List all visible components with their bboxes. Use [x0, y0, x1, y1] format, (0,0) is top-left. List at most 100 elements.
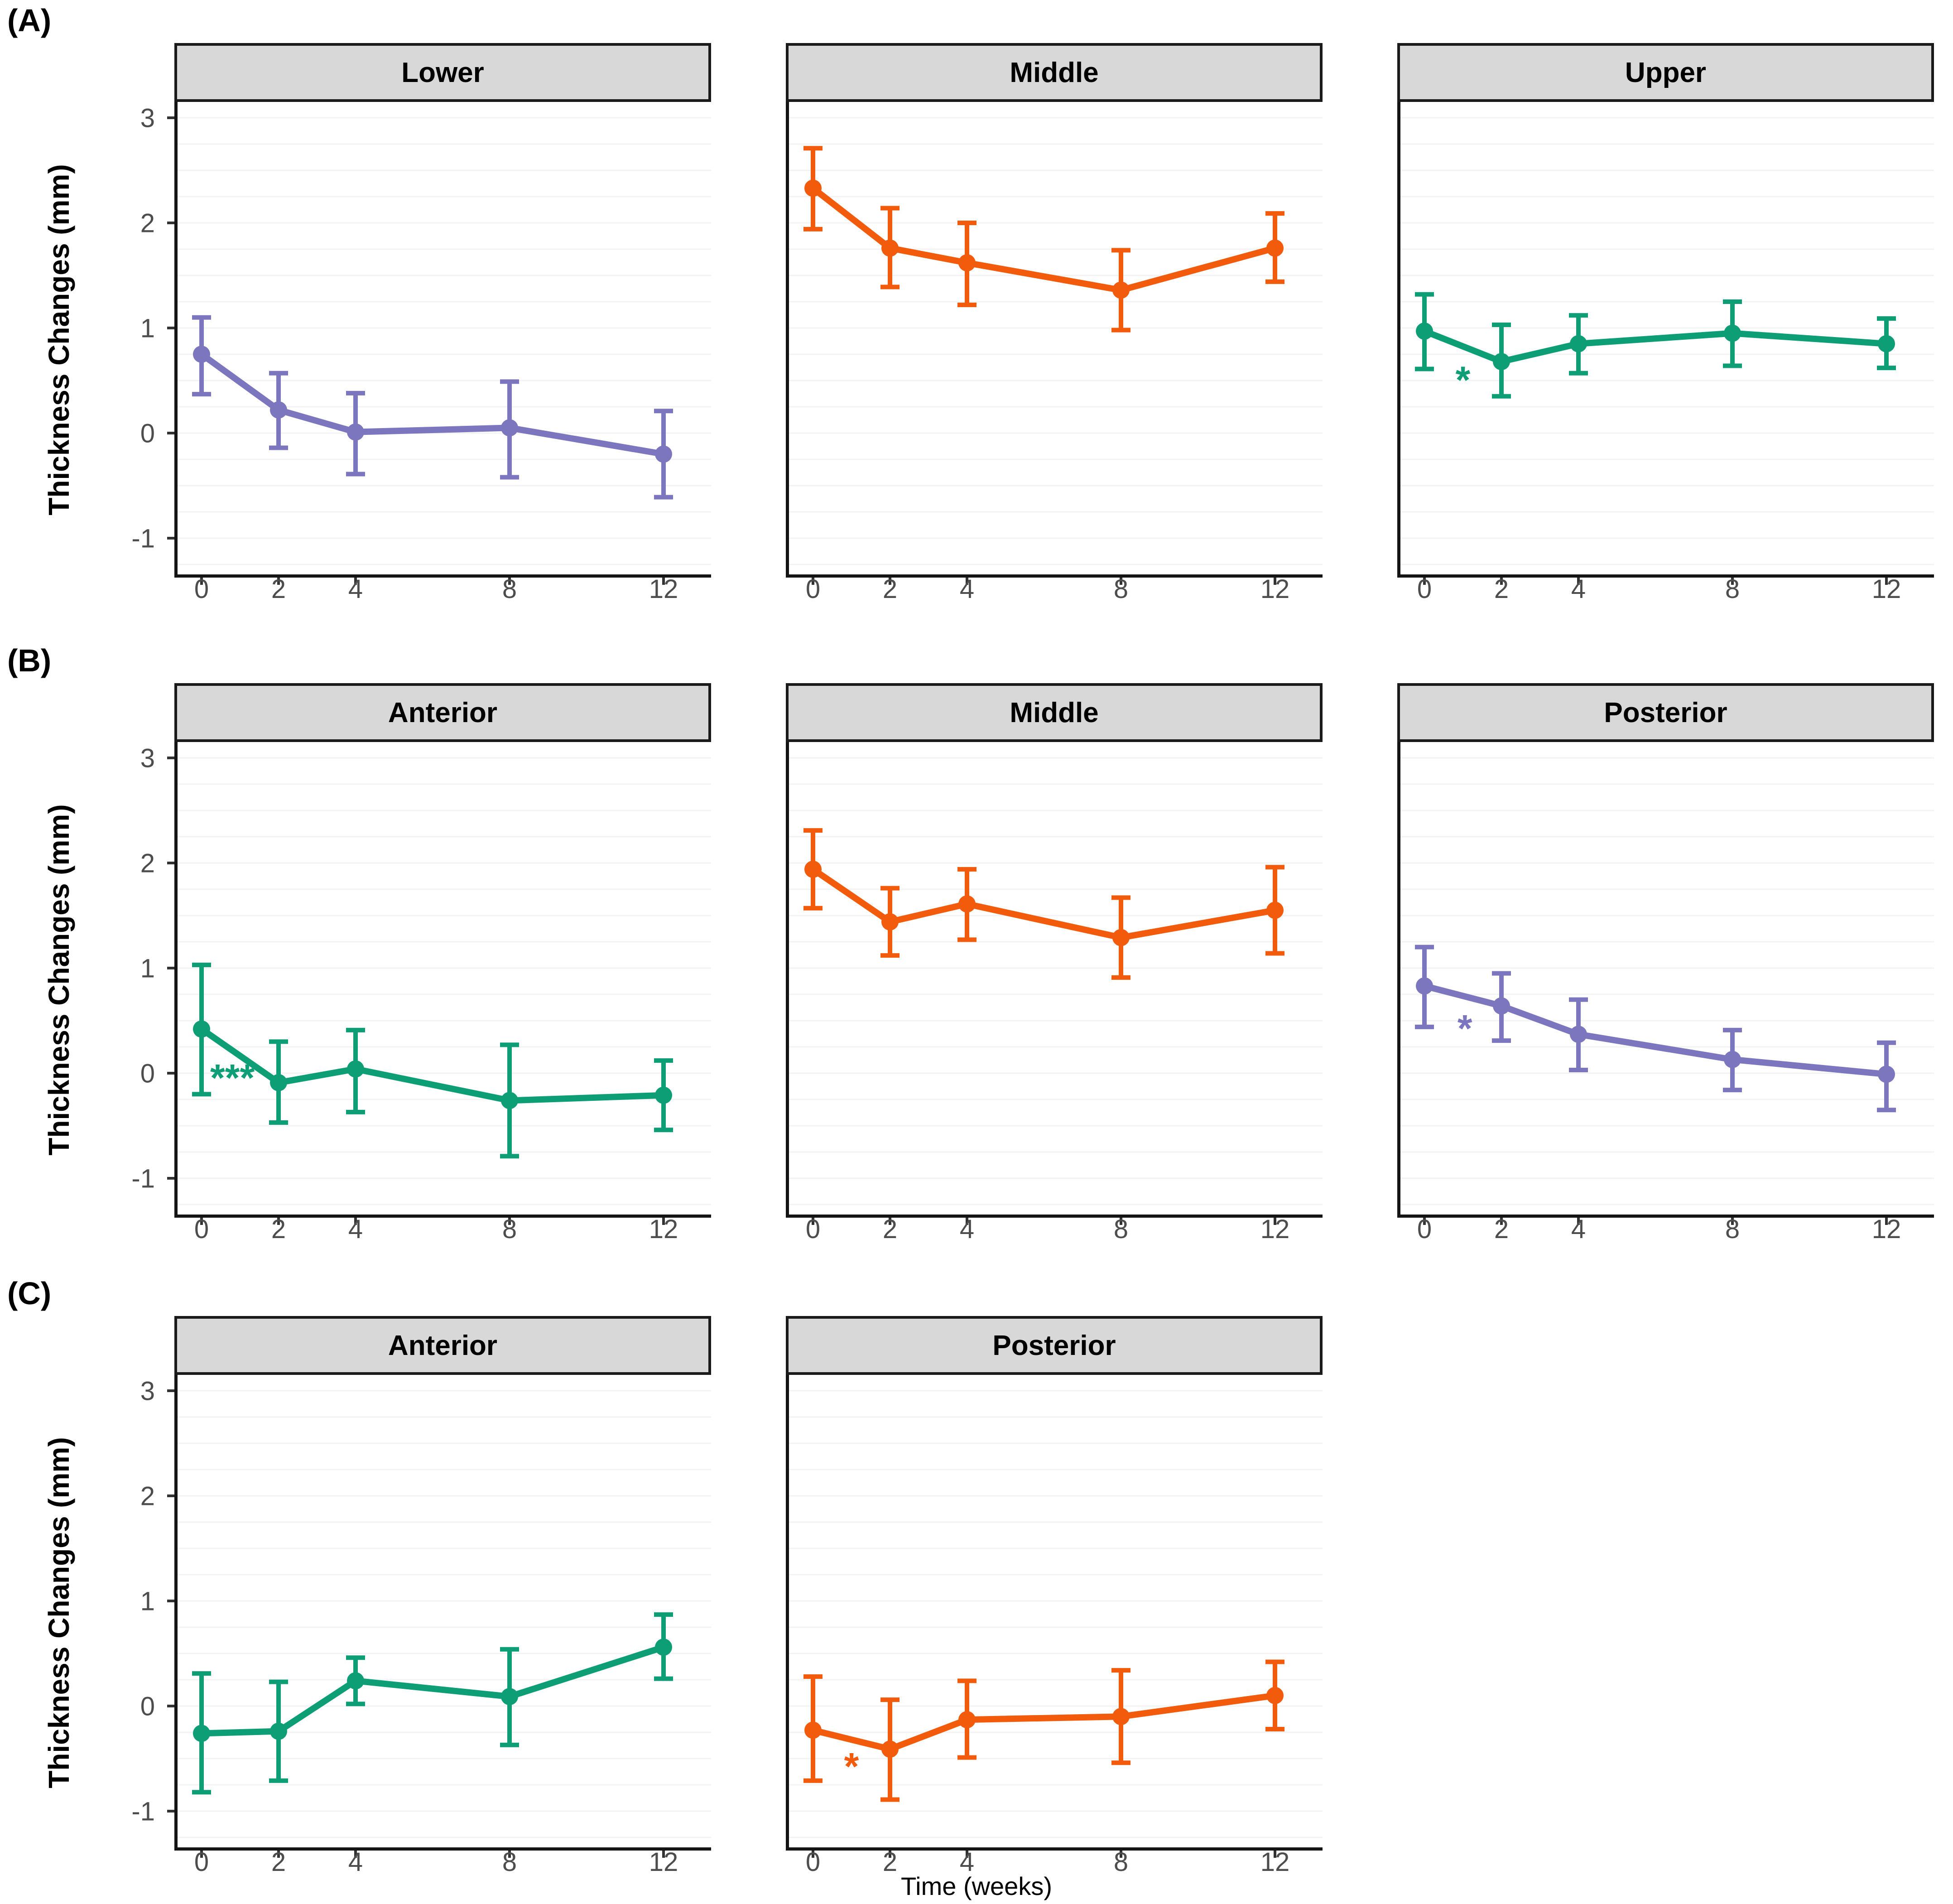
plot-area: 0 2 4 8 12 *	[1397, 742, 1934, 1244]
x-tick-label: 0	[806, 1847, 820, 1877]
x-tick-label: 2	[883, 1215, 897, 1244]
data-point	[347, 1060, 364, 1078]
facet-strip: Lower	[174, 43, 711, 102]
facet-strip: Anterior	[174, 1316, 711, 1375]
series-line	[810, 1692, 1278, 1753]
data-point	[270, 1722, 287, 1740]
x-tick-mark	[1274, 1851, 1276, 1858]
x-tick-label: 2	[883, 574, 897, 604]
y-tick-label: 2	[140, 208, 155, 238]
x-tick-label: 2	[1494, 574, 1509, 604]
y-tick-label: -1	[131, 1164, 155, 1193]
x-tick-label: 8	[1114, 1215, 1128, 1244]
y-axis-spine	[174, 742, 178, 1218]
data-point	[804, 179, 822, 197]
data-point	[1266, 239, 1284, 257]
y-tick-mark	[167, 116, 174, 119]
grid-lines	[789, 757, 1323, 1205]
significance-annotation: *	[1456, 358, 1471, 401]
x-tick-mark	[277, 578, 280, 585]
x-tick-mark	[200, 1218, 203, 1225]
series-line	[198, 351, 667, 458]
x-tick-mark	[966, 1218, 968, 1225]
error-bars	[803, 828, 1284, 980]
significance-annotation: *	[844, 1745, 859, 1788]
facet-strip: Posterior	[786, 1316, 1323, 1375]
x-tick-mark	[508, 1218, 511, 1225]
x-tick-label: 0	[194, 1215, 209, 1244]
x-tick-mark	[662, 1851, 665, 1858]
data-point	[501, 1688, 518, 1706]
panel-group: Lower 0 2 4 8 12 Middle 0 2 4 8 12 Upper 0 2 4 8 12 *	[174, 43, 1934, 609]
y-tick-mark	[167, 1705, 174, 1707]
x-tick-label: 4	[960, 574, 974, 604]
y-tick-label: 3	[140, 743, 155, 773]
facet-panel-anterior: Anterior 0 2 4 8 12	[174, 1316, 711, 1882]
x-tick-label: 4	[348, 574, 363, 604]
x-tick-mark	[1120, 1851, 1122, 1858]
x-tick-mark	[966, 578, 968, 585]
data-point	[655, 1639, 672, 1656]
x-axis-spine	[1397, 574, 1934, 578]
y-axis-spine	[174, 1375, 178, 1851]
y-axis-spine	[1397, 102, 1400, 578]
data-point	[881, 1740, 899, 1758]
x-tick-label: 4	[1571, 574, 1586, 604]
panel-group: Anterior 0 2 4 8 12 *** Middle 0 2 4 8 12 Posterior 0 2…	[174, 683, 1934, 1249]
x-tick-label: 2	[271, 1847, 286, 1877]
data-point	[347, 423, 364, 441]
x-tick-label: 2	[1494, 1215, 1509, 1244]
x-tick-label: 4	[960, 1215, 974, 1244]
y-tick-label: 1	[140, 1586, 155, 1616]
grid-lines	[1400, 757, 1934, 1205]
y-tick-label: 0	[140, 1059, 155, 1088]
plot-area: 0 2 4 8 12	[174, 1375, 711, 1877]
x-tick-mark	[812, 578, 814, 585]
x-tick-mark	[1885, 1218, 1888, 1225]
row-tag-c: (C)	[7, 1276, 52, 1311]
x-axis-spine	[786, 1847, 1323, 1851]
data-point	[1724, 324, 1741, 342]
x-tick-label: 12	[1872, 574, 1901, 604]
x-tick-mark	[1274, 1218, 1276, 1225]
x-tick-mark	[508, 578, 511, 585]
y-tick-label: 1	[140, 313, 155, 343]
data-point	[958, 254, 976, 272]
data-point	[270, 1074, 287, 1091]
x-tick-mark	[1120, 578, 1122, 585]
y-tick-label: -1	[131, 1797, 155, 1826]
data-point	[1493, 353, 1510, 371]
x-tick-label: 12	[1872, 1215, 1901, 1244]
grid-lines	[178, 1390, 711, 1838]
facet-strip-label: Upper	[1625, 57, 1707, 88]
x-tick-mark	[1423, 1218, 1426, 1225]
y-tick-label: 1	[140, 954, 155, 983]
y-tick-label: 3	[140, 1376, 155, 1406]
y-tick-mark	[167, 967, 174, 969]
data-point	[804, 1721, 822, 1739]
y-tick-mark	[167, 222, 174, 224]
y-axis-spine	[786, 742, 789, 1218]
data-point	[804, 860, 822, 878]
x-tick-mark	[662, 1218, 665, 1225]
data-point	[655, 445, 672, 463]
x-tick-mark	[1885, 578, 1888, 585]
grid-lines	[178, 117, 711, 565]
data-point	[347, 1672, 364, 1690]
x-tick-label: 8	[1114, 1847, 1128, 1877]
x-axis-spine	[174, 1215, 711, 1218]
x-tick-label: 4	[348, 1847, 363, 1877]
y-tick-label: 0	[140, 419, 155, 448]
facet-panel-middle: Middle 0 2 4 8 12	[786, 683, 1323, 1249]
y-axis-title-column: Thickness Changes (mm)	[14, 1316, 104, 1882]
x-tick-mark	[1423, 578, 1426, 585]
y-axis-ticks: 3 2 1 0 -1	[131, 743, 174, 1193]
y-tick-label: 2	[140, 848, 155, 878]
x-tick-label: 0	[194, 1847, 209, 1877]
y-axis-title-column: Thickness Changes (mm)	[14, 683, 104, 1249]
facet-panel-anterior: Anterior 0 2 4 8 12 ***	[174, 683, 711, 1249]
x-tick-label: 0	[1417, 1215, 1432, 1244]
x-tick-label: 8	[502, 1847, 517, 1877]
data-point	[1570, 1026, 1587, 1043]
data-point	[1112, 281, 1130, 299]
